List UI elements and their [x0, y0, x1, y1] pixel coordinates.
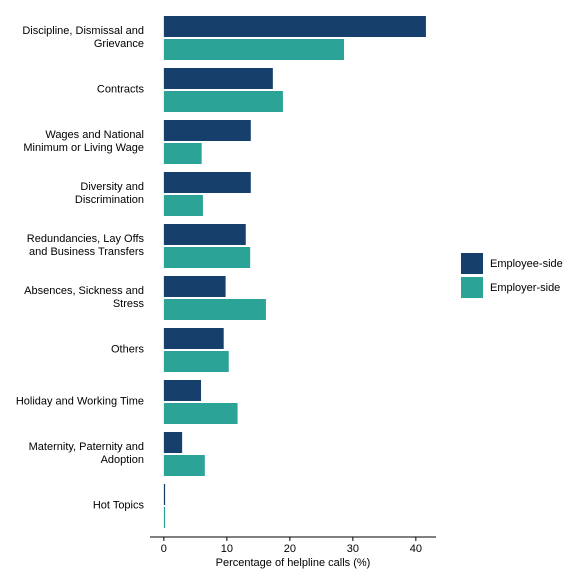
bar	[163, 351, 229, 372]
bar	[163, 432, 183, 453]
bar	[163, 172, 251, 193]
bar	[163, 247, 251, 268]
x-tick-label: 20	[284, 543, 296, 555]
x-tick-label: 40	[410, 543, 422, 555]
y-tick-label: Diversity and Discrimination	[74, 181, 144, 206]
bar	[163, 380, 202, 401]
legend-swatch	[461, 253, 483, 274]
bar	[163, 195, 203, 216]
bar	[163, 143, 202, 164]
bar	[163, 299, 266, 320]
bar	[163, 39, 345, 60]
bar	[163, 16, 426, 37]
bar	[163, 68, 273, 89]
legend-label: Employee-side	[490, 258, 563, 270]
bar	[163, 276, 226, 297]
x-tick-label: 30	[347, 543, 359, 555]
bar	[163, 484, 166, 505]
x-tick-label: 10	[221, 543, 233, 555]
y-tick-label: Contracts	[96, 83, 144, 96]
bar	[163, 328, 224, 349]
x-axis-title: Percentage of helpline calls (%)	[216, 557, 371, 569]
bar	[163, 120, 251, 141]
legend-label: Employer-side	[490, 282, 560, 294]
legend-swatch	[461, 277, 483, 298]
y-tick-label: Wages and National Minimum or Living Wag…	[23, 129, 144, 154]
y-tick-label: Discipline, Dismissal and Grievance	[22, 25, 144, 50]
bar	[163, 403, 238, 424]
bar	[163, 91, 283, 112]
bar	[163, 455, 205, 476]
x-tick-label: 0	[161, 543, 167, 555]
y-tick-label: Redundancies, Lay Offs and Business Tran…	[26, 233, 144, 258]
y-tick-label: Hot Topics	[92, 499, 144, 512]
y-tick-label: Others	[110, 343, 144, 356]
y-tick-label: Maternity, Paternity and Adoption	[28, 441, 144, 466]
bar	[163, 224, 246, 245]
y-tick-label: Holiday and Working Time	[15, 395, 144, 408]
y-tick-label: Absences, Sickness and Stress	[24, 285, 144, 310]
bar	[163, 507, 166, 528]
